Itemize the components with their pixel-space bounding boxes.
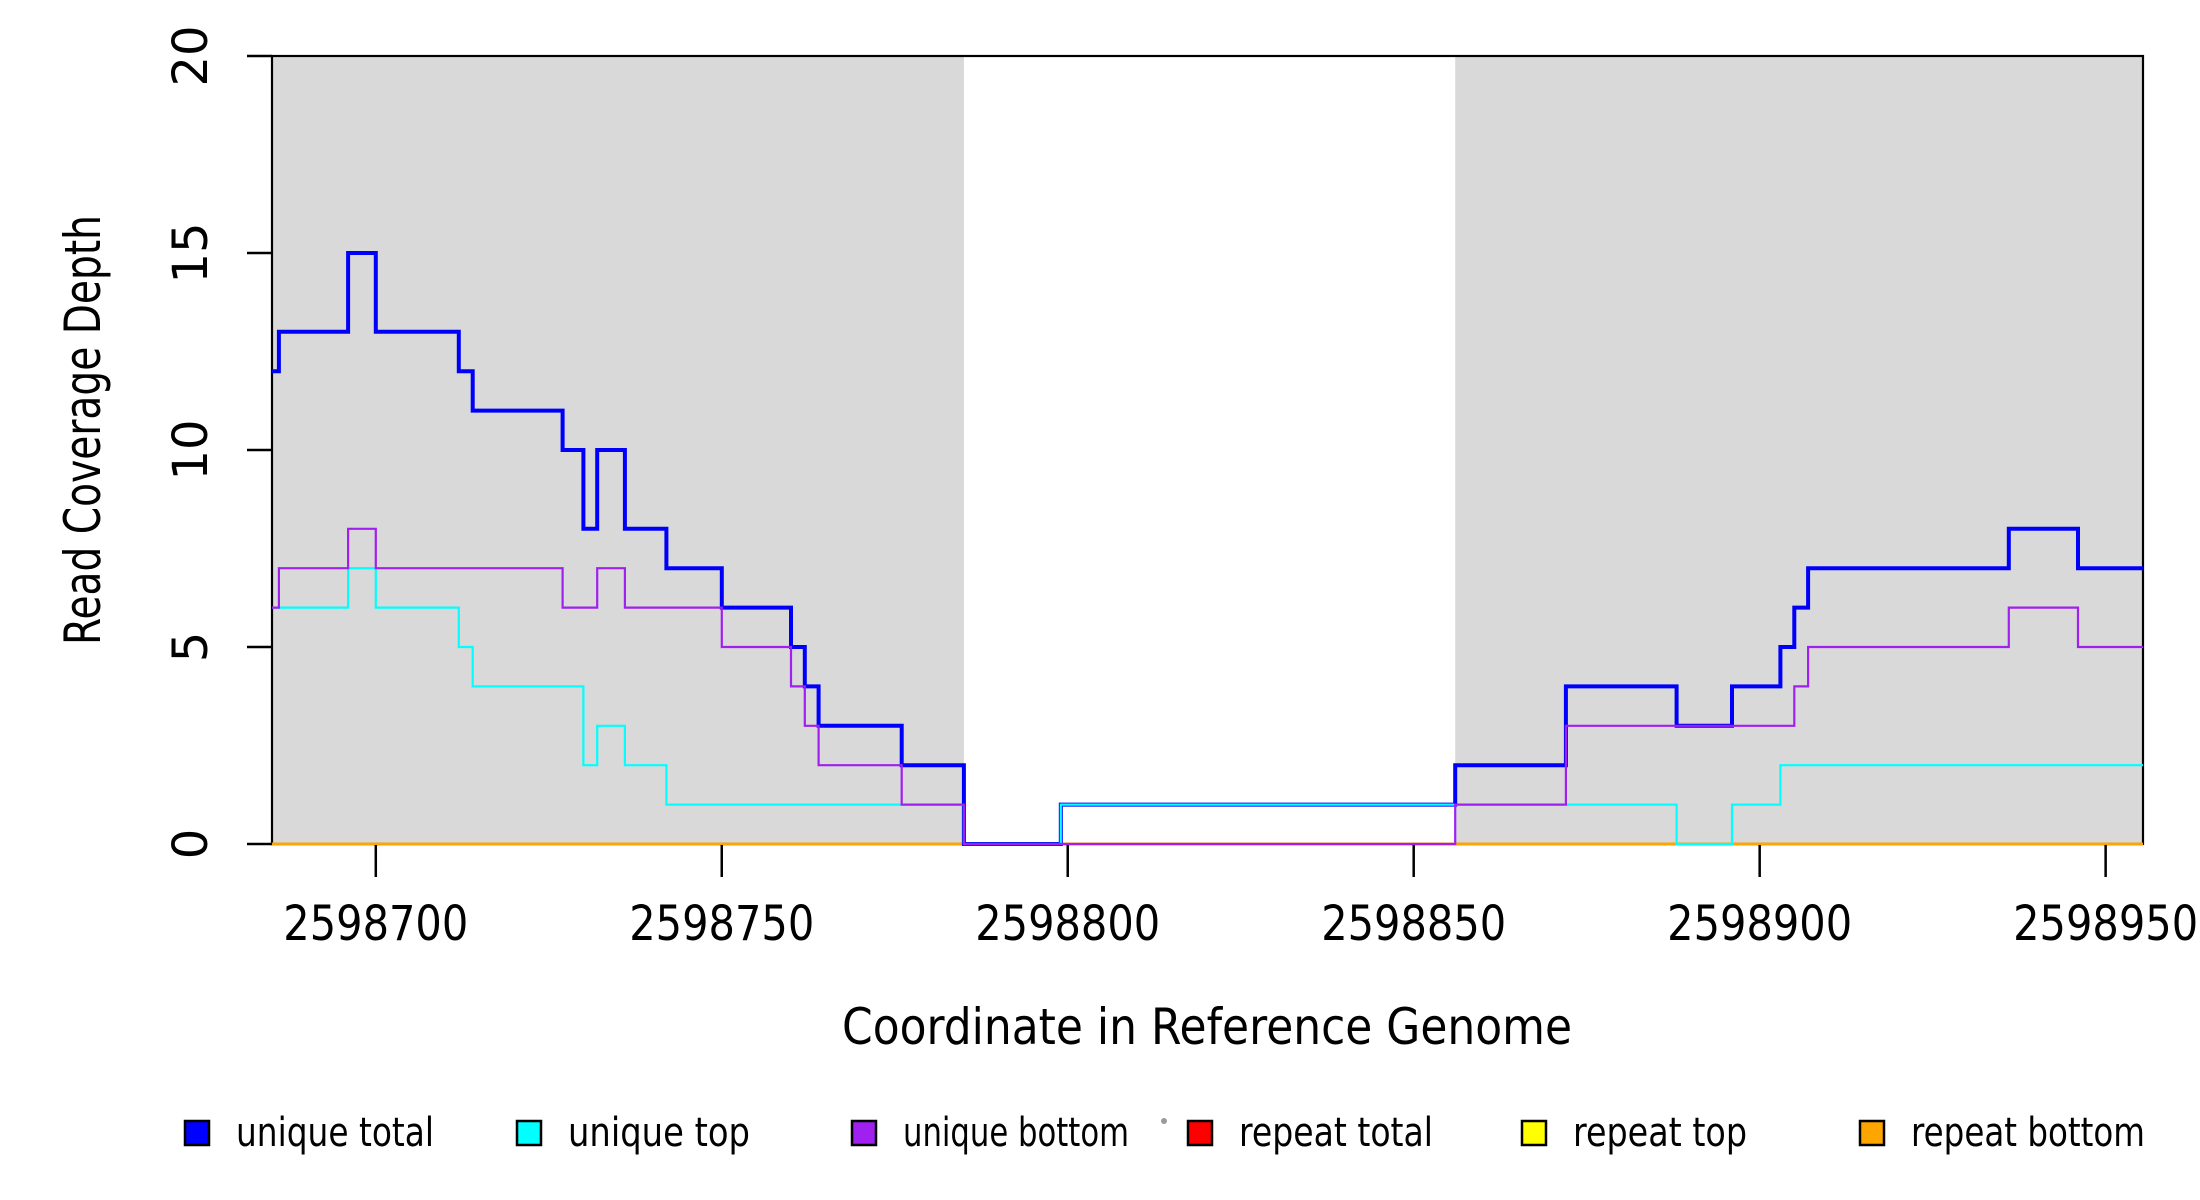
- legend-swatch-unique-bottom: [850, 1119, 878, 1147]
- shaded-regions-layer: [272, 56, 2143, 844]
- legend-label-unique-total: unique total: [236, 1110, 434, 1156]
- legend-swatch-unique-top: [515, 1119, 543, 1147]
- legend-label-unique-bottom: unique bottom: [903, 1110, 1129, 1156]
- shaded-region: [1455, 56, 2143, 844]
- legend-artifact-dot: [1161, 1118, 1167, 1124]
- legend-label-repeat-bottom: repeat bottom: [1911, 1110, 2145, 1156]
- x-tick-label: 2598850: [1321, 896, 1506, 952]
- y-axis-title: Read Coverage Depth: [54, 215, 112, 645]
- y-tick-label: 20: [163, 25, 219, 86]
- legend-label-repeat-top: repeat top: [1573, 1110, 1747, 1156]
- axis-tick-labels-layer: 0 5 10 15 20 2598700 2598750 2598800 2598850 2598…: [163, 25, 2198, 952]
- series-line-unique-top: [272, 567, 2143, 846]
- y-tick-label: 15: [163, 222, 219, 283]
- series-layer: [272, 251, 2143, 846]
- x-tick-label: 2598900: [1667, 896, 1852, 952]
- y-tick-label: 10: [163, 419, 219, 480]
- legend: unique total unique top unique bottom repea…: [183, 1110, 2145, 1156]
- legend-swatch-unique-total: [183, 1119, 211, 1147]
- x-tick-label: 2598950: [2013, 896, 2198, 952]
- legend-swatch-repeat-bottom: [1858, 1119, 1886, 1147]
- x-tick-label: 2598750: [629, 896, 814, 952]
- x-tick-label: 2598700: [283, 896, 468, 952]
- legend-swatch-repeat-top: [1520, 1119, 1548, 1147]
- legend-label-unique-top: unique top: [568, 1110, 750, 1156]
- x-axis-title: Coordinate in Reference Genome: [842, 998, 1572, 1056]
- y-tick-label: 0: [163, 829, 219, 860]
- x-tick-label: 2598800: [975, 896, 1160, 952]
- axis-ticks-layer: [247, 54, 2107, 877]
- series-line-unique-total: [272, 251, 2143, 846]
- series-line-unique-bottom: [272, 527, 2143, 846]
- legend-label-repeat-total: repeat total: [1239, 1110, 1433, 1156]
- legend-swatch-repeat-total: [1186, 1119, 1214, 1147]
- y-tick-label: 5: [163, 632, 219, 663]
